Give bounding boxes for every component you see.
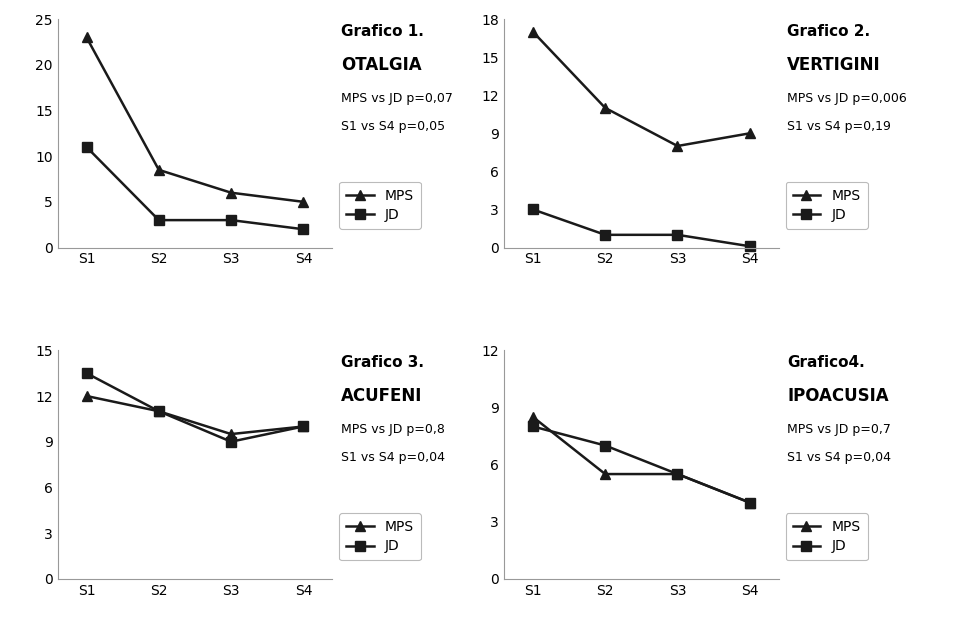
Text: MPS vs JD p=0,006: MPS vs JD p=0,006 xyxy=(787,92,907,105)
MPS xyxy=(599,104,611,112)
Legend: MPS, JD: MPS, JD xyxy=(785,513,868,560)
MPS xyxy=(527,413,539,421)
Line: JD: JD xyxy=(528,422,755,508)
Text: VERTIGINI: VERTIGINI xyxy=(787,55,881,74)
MPS xyxy=(527,28,539,36)
Text: Grafico 3.: Grafico 3. xyxy=(341,355,424,370)
Text: MPS vs JD p=0,7: MPS vs JD p=0,7 xyxy=(787,424,891,436)
JD xyxy=(81,370,92,377)
MPS xyxy=(226,189,237,197)
MPS xyxy=(672,470,684,478)
JD xyxy=(298,423,309,431)
MPS xyxy=(744,130,756,137)
MPS xyxy=(226,431,237,438)
Text: S1 vs S4 p=0,05: S1 vs S4 p=0,05 xyxy=(341,120,445,132)
JD xyxy=(599,441,611,449)
MPS xyxy=(153,408,164,415)
Text: Grafico4.: Grafico4. xyxy=(787,355,865,370)
JD xyxy=(527,205,539,213)
JD xyxy=(599,231,611,238)
Legend: MPS, JD: MPS, JD xyxy=(785,182,868,229)
JD xyxy=(298,225,309,233)
MPS xyxy=(298,423,309,431)
JD xyxy=(744,242,756,250)
MPS xyxy=(81,392,92,400)
MPS xyxy=(153,166,164,174)
Text: S1 vs S4 p=0,19: S1 vs S4 p=0,19 xyxy=(787,120,891,132)
Text: S1 vs S4 p=0,04: S1 vs S4 p=0,04 xyxy=(341,451,444,464)
MPS xyxy=(298,198,309,205)
JD xyxy=(744,499,756,506)
Text: MPS vs JD p=0,8: MPS vs JD p=0,8 xyxy=(341,424,444,436)
JD xyxy=(226,438,237,445)
Legend: MPS, JD: MPS, JD xyxy=(339,182,421,229)
JD xyxy=(153,216,164,224)
Line: MPS: MPS xyxy=(82,391,308,439)
JD xyxy=(226,216,237,224)
JD xyxy=(527,423,539,431)
MPS xyxy=(672,142,684,150)
Text: Grafico 1.: Grafico 1. xyxy=(341,24,423,39)
Line: MPS: MPS xyxy=(528,27,755,151)
Text: MPS vs JD p=0,07: MPS vs JD p=0,07 xyxy=(341,92,453,105)
MPS xyxy=(599,470,611,478)
JD xyxy=(153,408,164,415)
Legend: MPS, JD: MPS, JD xyxy=(339,513,421,560)
Text: OTALGIA: OTALGIA xyxy=(341,55,421,74)
Line: MPS: MPS xyxy=(82,32,308,207)
JD xyxy=(672,231,684,238)
Line: JD: JD xyxy=(82,368,308,446)
Text: Grafico 2.: Grafico 2. xyxy=(787,24,871,39)
MPS xyxy=(81,34,92,41)
Text: S1 vs S4 p=0,04: S1 vs S4 p=0,04 xyxy=(787,451,891,464)
MPS xyxy=(744,499,756,506)
Line: MPS: MPS xyxy=(528,412,755,508)
Line: JD: JD xyxy=(528,205,755,251)
Text: ACUFENI: ACUFENI xyxy=(341,387,422,405)
Text: IPOACUSIA: IPOACUSIA xyxy=(787,387,889,405)
Line: JD: JD xyxy=(82,142,308,234)
JD xyxy=(672,470,684,478)
JD xyxy=(81,143,92,151)
